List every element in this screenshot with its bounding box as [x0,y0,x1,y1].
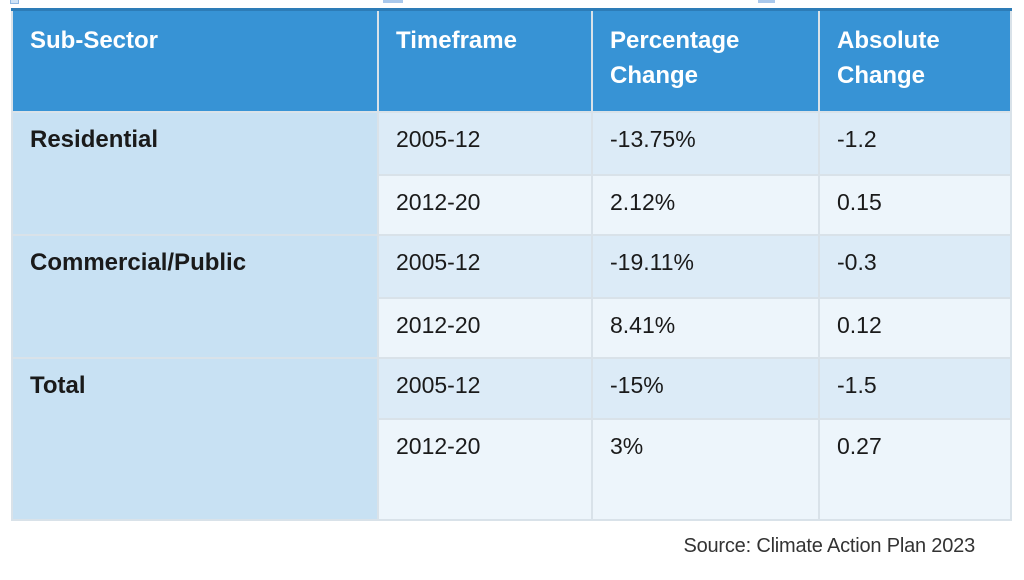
table-row: Total 2005-12 -15% -1.5 [11,356,1012,521]
table-row: 2012-20 3% 0.27 [12,417,1012,521]
column-header-timeframe: Timeframe [377,8,593,113]
sub-sector-change-table: Sub-Sector Timeframe Percentage Change A… [11,8,1012,521]
timeframe-cell: 2012-20 [377,173,593,236]
table-header-row: Sub-Sector Timeframe Percentage Change A… [11,8,1012,113]
subsector-cell-total: Total [11,356,379,521]
timeframe-cell: 2012-20 [377,417,593,521]
absolute-change-cell: 0.15 [818,173,1012,236]
top-edge-artifact [758,0,775,3]
source-caption: Source: Climate Action Plan 2023 [683,535,975,557]
column-header-absolute-change: Absolute Change [818,8,1012,113]
absolute-change-cell: -1.5 [818,356,1012,420]
top-edge-artifact [10,0,19,4]
absolute-change-cell: -1.2 [818,110,1012,176]
absolute-change-cell: 0.27 [818,417,1012,521]
timeframe-cell: 2005-12 [377,233,593,299]
subsector-cell-residential: Residential [11,110,379,236]
percentage-change-cell: -19.11% [591,233,820,299]
timeframe-cell: 2005-12 [377,356,593,420]
absolute-change-cell: 0.12 [818,296,1012,359]
top-edge-artifact [383,0,403,3]
timeframe-cell: 2012-20 [377,296,593,359]
percentage-change-cell: -15% [591,356,820,420]
percentage-change-cell: 3% [591,417,820,521]
percentage-change-cell: -13.75% [591,110,820,176]
timeframe-cell: 2005-12 [377,110,593,176]
absolute-change-cell: -0.3 [818,233,1012,299]
subsector-cell-commercial-public: Commercial/Public [11,233,379,359]
percentage-change-cell: 8.41% [591,296,820,359]
column-header-sub-sector: Sub-Sector [11,8,379,113]
column-header-percentage-change: Percentage Change [591,8,820,113]
percentage-change-cell: 2.12% [591,173,820,236]
table-row: 2012-20 8.41% 0.12 [12,296,1012,359]
table-row: Residential 2005-12 -13.75% -1.2 [11,110,1012,236]
table-row: 2012-20 2.12% 0.15 [12,173,1012,236]
table-row: Commercial/Public 2005-12 -19.11% -0.3 [11,233,1012,359]
